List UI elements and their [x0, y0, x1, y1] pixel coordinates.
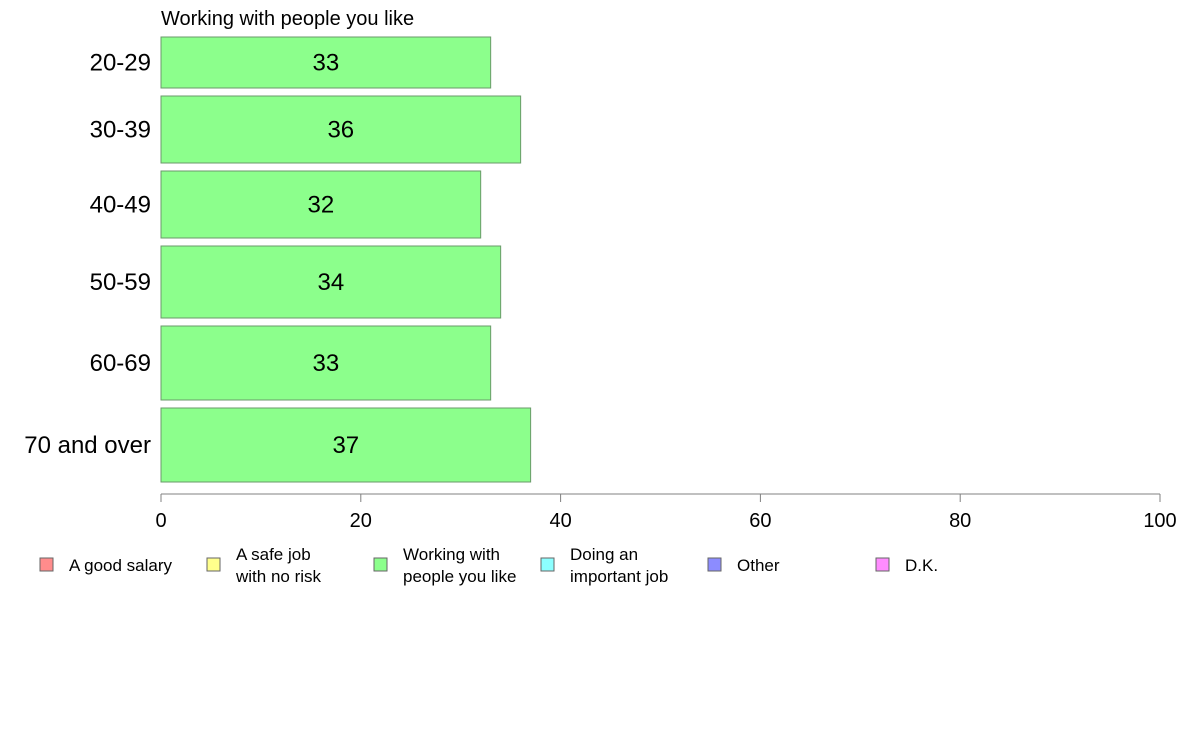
x-axis: 0 20 40 60 80 100	[155, 493, 1177, 532]
legend-item-4: Other	[707, 556, 780, 575]
legend-label: people you like	[403, 567, 516, 586]
category-label: 50-59	[90, 269, 151, 296]
category-label: 20-29	[90, 50, 151, 77]
bar-value-label: 33	[312, 350, 339, 377]
bar-40-49	[160, 170, 482, 239]
legend-label: important job	[570, 567, 668, 586]
bar-value-label: 36	[327, 117, 354, 144]
legend-label: Other	[737, 556, 780, 575]
legend-item-5: D.K.	[875, 556, 938, 575]
legend-label: A good salary	[69, 556, 173, 575]
category-label: 70 and over	[24, 432, 151, 459]
x-tick-label: 0	[155, 510, 166, 532]
x-tick-label: 40	[549, 510, 571, 532]
bar-20-29	[160, 36, 492, 89]
legend: A good salary A safe job with no risk Worki…	[39, 545, 938, 586]
category-label: 40-49	[90, 192, 151, 219]
chart-title: Working with people you like	[161, 8, 414, 30]
category-label: 30-39	[90, 117, 151, 144]
legend-swatch	[875, 557, 890, 572]
legend-item-0: A good salary	[39, 556, 173, 575]
bar-value-label: 37	[332, 432, 359, 459]
legend-swatch	[707, 557, 722, 572]
bar-70-and-over	[160, 407, 532, 483]
legend-swatch	[373, 557, 388, 572]
x-tick-label: 100	[1143, 510, 1176, 532]
legend-swatch	[39, 557, 54, 572]
legend-item-1: A safe job with no risk	[206, 545, 322, 586]
legend-label: D.K.	[905, 556, 938, 575]
x-tick-label: 20	[350, 510, 372, 532]
legend-label: A safe job	[236, 545, 311, 564]
legend-item-3: Doing an important job	[540, 545, 668, 586]
x-tick-label: 80	[949, 510, 971, 532]
bar-60-69	[160, 325, 492, 401]
legend-item-2: Working with people you like	[373, 545, 516, 586]
legend-swatch	[540, 557, 555, 572]
bar-value-label: 34	[317, 269, 344, 296]
bar-50-59	[160, 245, 502, 319]
x-tick-label: 60	[749, 510, 771, 532]
legend-label: with no risk	[235, 567, 322, 586]
category-label: 60-69	[90, 350, 151, 377]
bars-layer: 33 20-29 36 30-39 32 40-49 34 50-59 33 60-69 37 70 …	[24, 36, 532, 483]
bar-30-39	[160, 95, 522, 164]
bar-value-label: 32	[307, 192, 334, 219]
legend-swatch	[206, 557, 221, 572]
legend-label: Doing an	[570, 545, 638, 564]
bar-value-label: 33	[312, 50, 339, 77]
legend-label: Working with	[403, 545, 500, 564]
